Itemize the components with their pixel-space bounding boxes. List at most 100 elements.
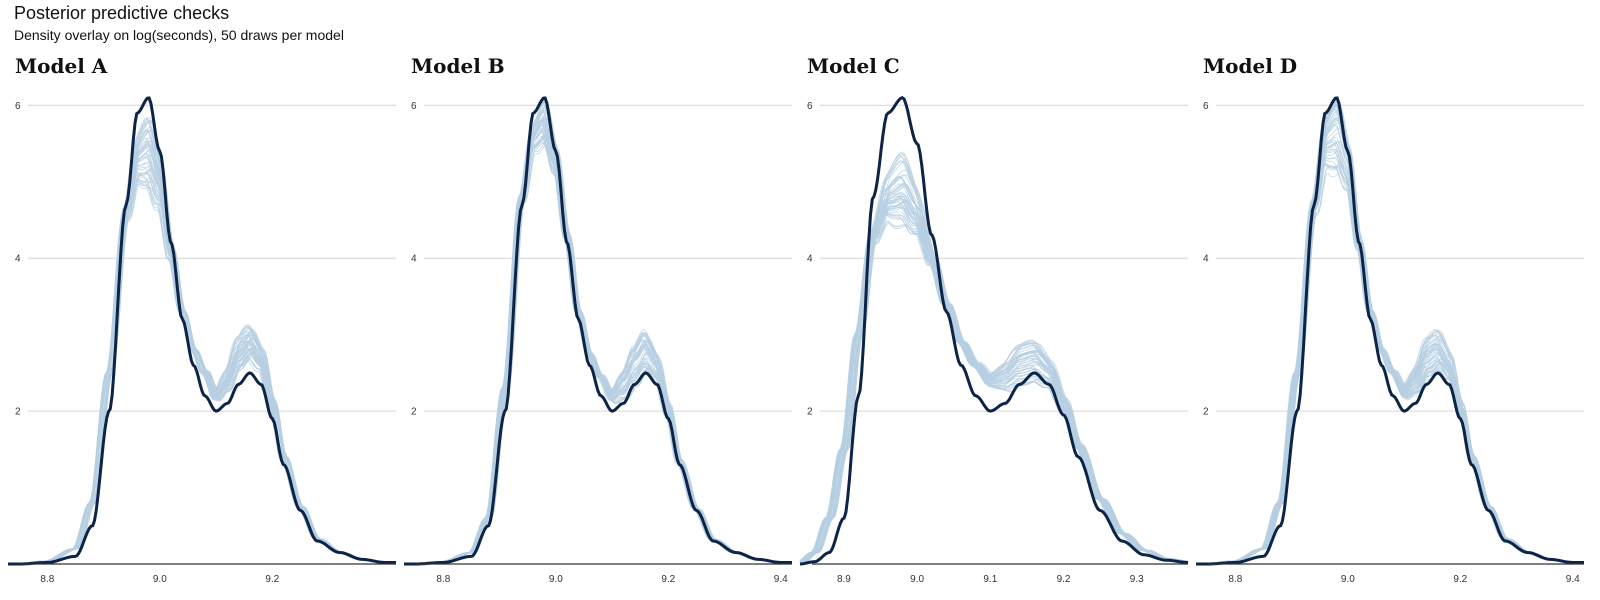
replicate-density-line bbox=[404, 128, 792, 565]
replicate-density-line bbox=[1196, 100, 1584, 565]
replicate-density-line bbox=[404, 110, 792, 565]
replicate-density-line bbox=[1196, 105, 1584, 565]
replicate-density-line bbox=[1196, 117, 1584, 565]
facet-panel: Model A 2 4 6 8.8 9.0 9.2 bbox=[8, 54, 396, 585]
replicate-density-line bbox=[404, 136, 792, 565]
replicate-density-line bbox=[8, 142, 396, 565]
replicate-density-line bbox=[1196, 104, 1584, 565]
replicate-density-line bbox=[8, 143, 396, 565]
x-tick-label: 8.8 bbox=[1228, 574, 1242, 585]
replicate-density-line bbox=[404, 116, 792, 565]
replicate-density-line bbox=[404, 139, 792, 565]
replicate-density-line bbox=[404, 142, 792, 565]
replicate-density-line bbox=[1196, 109, 1584, 565]
replicate-density-line bbox=[8, 141, 396, 565]
replicate-density-line bbox=[799, 214, 1188, 563]
observed-density-line bbox=[1196, 96, 1584, 566]
x-tick-label: 9.0 bbox=[549, 574, 563, 585]
y-tick-label: 2 bbox=[411, 407, 417, 418]
observed-density-line bbox=[799, 95, 1189, 566]
replicate-density-line bbox=[404, 98, 792, 565]
replicate-density-line bbox=[8, 140, 396, 565]
replicate-density-line bbox=[404, 109, 792, 565]
facet-panel: Model C 2 4 6 8.9 9.0 9.1 9.2 9.3 bbox=[799, 54, 1189, 585]
replicate-density-line bbox=[404, 103, 792, 565]
x-tick-label: 9.2 bbox=[1453, 574, 1467, 585]
replicate-density-line bbox=[404, 124, 792, 565]
replicate-density-line bbox=[8, 120, 396, 565]
replicate-density-line bbox=[1196, 141, 1584, 565]
replicate-density-line bbox=[8, 146, 396, 565]
facet-title: Model C bbox=[807, 54, 900, 78]
observed-density-line bbox=[8, 96, 396, 566]
x-tick-label: 9.4 bbox=[774, 574, 788, 585]
replicate-density-line bbox=[8, 173, 396, 565]
replicate-density-line bbox=[404, 138, 792, 565]
replicate-density-line bbox=[1196, 116, 1584, 565]
x-tick-label: 9.1 bbox=[983, 574, 997, 585]
replicate-density-line bbox=[1196, 124, 1584, 565]
facet-title: Model A bbox=[15, 54, 108, 78]
replicate-density-line bbox=[8, 120, 396, 565]
y-tick-label: 2 bbox=[807, 407, 813, 418]
replicate-density-line bbox=[1196, 140, 1584, 565]
replicate-density-line bbox=[1196, 102, 1584, 565]
replicate-density-line bbox=[799, 177, 1188, 563]
replicate-density-line bbox=[404, 139, 792, 565]
replicate-density-line bbox=[404, 133, 792, 565]
replicate-density-line bbox=[1196, 111, 1584, 565]
replicate-density-line bbox=[1196, 143, 1584, 565]
replicate-density-line bbox=[1196, 113, 1584, 565]
replicate-density-line bbox=[404, 124, 792, 565]
replicate-density-line bbox=[1196, 150, 1584, 565]
replicate-density-line bbox=[404, 122, 792, 565]
y-tick-label: 4 bbox=[411, 254, 417, 265]
replicate-density-line bbox=[1196, 151, 1584, 565]
replicate-density-line bbox=[8, 140, 396, 565]
replicate-density-line bbox=[8, 117, 396, 565]
chart-title: Posterior predictive checks bbox=[14, 3, 230, 23]
replicate-density-line bbox=[404, 121, 792, 565]
replicate-density-line bbox=[404, 102, 792, 565]
replicate-density-line bbox=[404, 124, 792, 565]
replicate-density-line bbox=[8, 129, 396, 565]
replicate-density-line bbox=[800, 174, 1189, 563]
replicate-density-line bbox=[1196, 108, 1584, 565]
replicate-density-line bbox=[404, 127, 792, 565]
replicate-density-line bbox=[404, 121, 792, 565]
replicate-density-line bbox=[1196, 122, 1584, 565]
x-tick-label: 9.2 bbox=[1057, 574, 1071, 585]
y-tick-label: 4 bbox=[1203, 254, 1209, 265]
replicate-density-line bbox=[404, 111, 792, 565]
replicate-density-line bbox=[1196, 119, 1584, 565]
replicate-density-line bbox=[404, 117, 792, 565]
replicate-density-line bbox=[1196, 149, 1584, 565]
observed-density-line bbox=[404, 96, 792, 566]
replicate-density-line bbox=[404, 130, 792, 565]
y-tick-label: 6 bbox=[807, 101, 813, 112]
replicate-density-line bbox=[404, 130, 792, 565]
chart-subtitle: Density overlay on log(seconds), 50 draw… bbox=[14, 27, 344, 43]
replicate-density-line bbox=[404, 106, 792, 565]
x-tick-label: 9.2 bbox=[661, 574, 675, 585]
replicate-density-line bbox=[8, 149, 396, 565]
y-tick-label: 6 bbox=[1203, 101, 1209, 112]
replicate-density-line bbox=[404, 107, 792, 565]
x-tick-label: 9.0 bbox=[1341, 574, 1355, 585]
replicate-density-line bbox=[404, 134, 792, 565]
replicate-density-line bbox=[1196, 119, 1584, 565]
x-tick-label: 8.9 bbox=[837, 574, 851, 585]
replicate-density-line bbox=[404, 103, 792, 565]
replicate-density-line bbox=[1196, 108, 1584, 565]
replicate-density-line bbox=[404, 119, 792, 565]
replicate-density-line bbox=[404, 130, 792, 565]
replicate-density-line bbox=[404, 104, 792, 565]
replicate-density-line bbox=[1196, 148, 1584, 565]
replicate-density-line bbox=[799, 175, 1188, 563]
replicate-density-line bbox=[1196, 127, 1584, 565]
replicate-density-line bbox=[799, 176, 1188, 563]
replicate-density-line bbox=[8, 149, 396, 565]
replicate-density-line bbox=[1196, 101, 1584, 565]
replicate-density-line bbox=[8, 145, 396, 565]
